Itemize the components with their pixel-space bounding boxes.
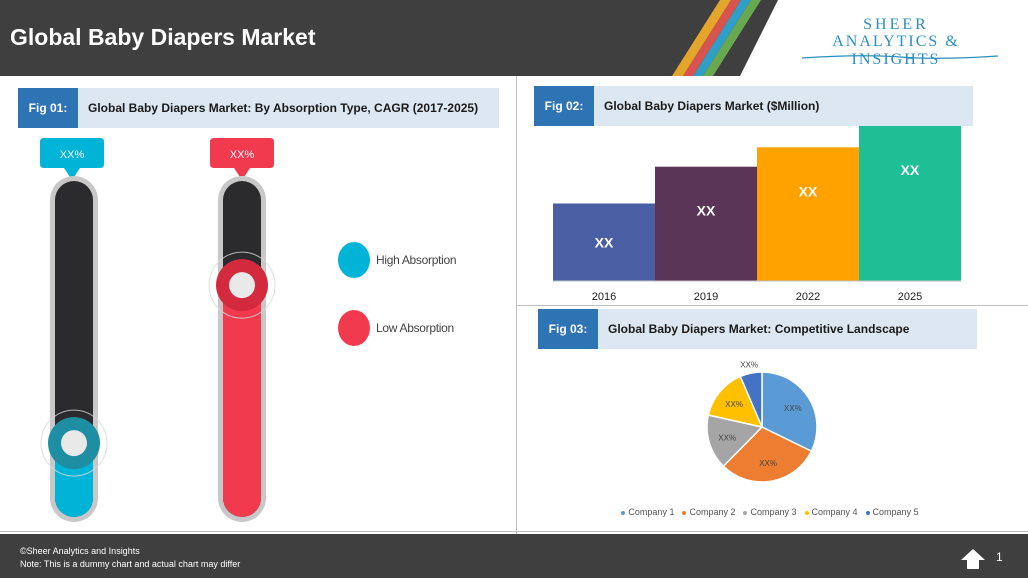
pie-legend-item-1: Company 1	[621, 507, 674, 517]
low-absorption-marker-center	[229, 272, 255, 299]
home-icon[interactable]	[960, 548, 986, 570]
pie-label-3: XX%	[718, 433, 736, 442]
high-absorption-value: XX%	[60, 149, 85, 161]
bar-label-2016: XX	[595, 234, 614, 250]
pie-legend-dot-4	[804, 510, 809, 515]
pie-label-1: XX%	[784, 404, 802, 413]
pie-legend-label-5: Company 5	[872, 507, 919, 517]
pie-slice-1	[761, 371, 818, 453]
low-absorption-gauge: XX%	[208, 138, 276, 522]
x-tick-2016: 2016	[592, 291, 616, 303]
logo-text-top: SHEER	[863, 16, 929, 33]
low-absorption-value: XX%	[230, 149, 255, 161]
fig2-title: Global Baby Diapers Market ($Million)	[604, 99, 820, 113]
market-size-bar-chart: XX 2016 XX 2019 XX 2022 XX 2025	[553, 126, 961, 303]
bar-label-2019: XX	[697, 203, 716, 219]
bar-label-2022: XX	[799, 183, 818, 199]
pie-legend-label-4: Company 4	[811, 507, 858, 517]
pie-legend-label-2: Company 2	[689, 507, 736, 517]
bar-label-2025: XX	[901, 162, 920, 178]
pie-legend-dot-5	[865, 510, 870, 515]
pie-label-2: XX%	[759, 459, 777, 468]
fig1-number: Fig 01:	[18, 88, 78, 128]
legend-low-absorption-dot	[338, 310, 370, 346]
legend-high-absorption-label: High Absorption	[376, 253, 457, 267]
fig3-header: Fig 03: Global Baby Diapers Market: Comp…	[538, 309, 977, 349]
fig3-title: Global Baby Diapers Market: Competitive …	[608, 322, 910, 336]
pie-legend-label-1: Company 1	[628, 507, 675, 517]
footer-bar: ©Sheer Analytics and Insights Note: This…	[0, 534, 1028, 578]
legend-high-absorption-dot	[338, 242, 370, 278]
pie-legend: Company 1 Company 2 Company 3 Company 4 Comp…	[560, 507, 980, 517]
bar-2025	[859, 126, 961, 281]
pie-legend-dot-1	[621, 510, 626, 515]
pie-legend-item-3: Company 3	[743, 507, 797, 517]
x-tick-2019: 2019	[694, 291, 718, 303]
header-bar: Global Baby Diapers Market SHEER ANALYTI…	[0, 0, 1028, 76]
x-tick-2025: 2025	[898, 291, 922, 303]
high-absorption-marker-ring	[40, 409, 108, 477]
high-absorption-callout	[40, 138, 104, 180]
pie-slice-3	[706, 414, 764, 468]
horizontal-divider	[516, 305, 1028, 306]
footer-note: Note: This is a dummy chart and actual c…	[20, 559, 241, 569]
fig2-header: Fig 02: Global Baby Diapers Market ($Mil…	[534, 86, 973, 126]
competitive-landscape-pie-chart: XX% XX% XX% XX% XX%	[706, 360, 818, 483]
low-absorption-marker-ring	[208, 251, 276, 319]
logo-swoosh	[801, 55, 999, 59]
pie-legend-item-4: Company 4	[804, 507, 858, 517]
x-tick-2022: 2022	[796, 291, 820, 303]
footer-copyright: ©Sheer Analytics and Insights	[20, 546, 140, 556]
page-number: 1	[996, 550, 1003, 564]
pie-label-4: XX%	[725, 400, 743, 409]
high-absorption-marker-center	[61, 430, 87, 457]
fig3-number: Fig 03:	[538, 309, 598, 349]
logo-text-bottom: ANALYTICS & INSIGHTS	[832, 33, 960, 68]
high-absorption-gauge: XX%	[40, 138, 108, 522]
pie-legend-dot-3	[743, 510, 748, 515]
low-absorption-fill	[223, 285, 261, 517]
fig2-number: Fig 02:	[534, 86, 594, 126]
pie-legend-dot-2	[682, 510, 687, 515]
fig1-header: Fig 01: Global Baby Diapers Market: By A…	[18, 88, 499, 128]
page-title: Global Baby Diapers Market	[10, 24, 316, 50]
pie-legend-label-3: Company 3	[750, 507, 797, 517]
pie-slice-4	[707, 375, 764, 429]
bar-2016	[553, 203, 655, 281]
pie-slice-2	[722, 426, 813, 483]
bottom-divider	[0, 531, 1028, 532]
low-absorption-callout	[210, 138, 274, 180]
bar-2022	[757, 147, 859, 281]
pie-legend-item-5: Company 5	[865, 507, 919, 517]
pie-slice-5	[739, 371, 763, 428]
fig1-title: Global Baby Diapers Market: By Absorptio…	[88, 101, 479, 115]
pie-legend-item-2: Company 2	[682, 507, 735, 517]
vertical-divider	[516, 76, 517, 560]
pie-label-5: XX%	[740, 360, 758, 369]
bar-2019	[655, 166, 757, 281]
legend-low-absorption-label: Low Absorption	[376, 321, 454, 335]
